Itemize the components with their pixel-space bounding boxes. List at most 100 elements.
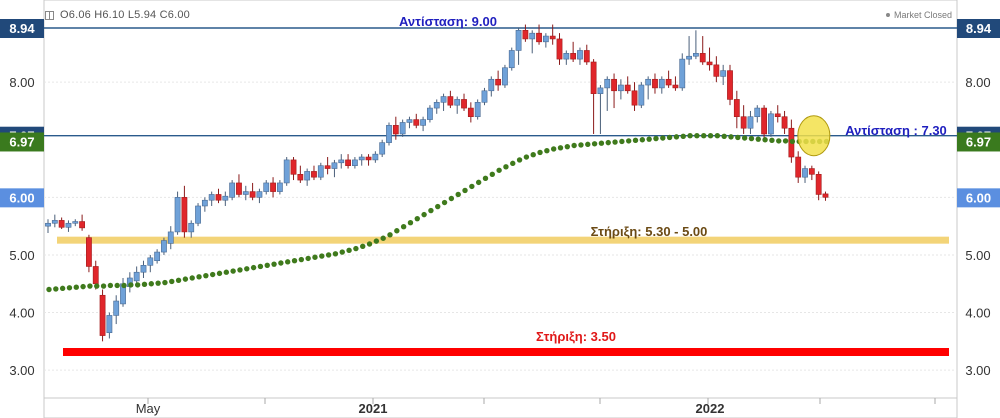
candle: [672, 76, 679, 91]
candle: [338, 154, 345, 169]
candle-body: [570, 53, 577, 60]
ma-point: [162, 279, 168, 286]
ma-point: [394, 228, 400, 234]
ma-point: [421, 211, 427, 218]
candle: [365, 154, 372, 166]
candle: [304, 168, 311, 186]
candle: [222, 191, 229, 206]
candle-body: [488, 78, 495, 92]
support-strong-band: [63, 348, 949, 356]
candle-body: [515, 30, 522, 51]
candle-body: [754, 107, 761, 118]
candle: [808, 165, 815, 181]
candle-body: [236, 182, 242, 195]
candle: [201, 197, 208, 212]
candle-body: [399, 122, 406, 135]
candle-body: [386, 125, 392, 143]
candle-body: [781, 116, 788, 129]
price-tag-box: [0, 19, 44, 38]
ma-point: [271, 261, 277, 267]
price-tag: 6.00: [957, 188, 1000, 208]
candle: [229, 180, 236, 201]
ma-point: [373, 238, 380, 244]
candle: [447, 90, 454, 109]
candle: [815, 171, 822, 201]
x-tick-label: May: [136, 401, 161, 416]
candle: [167, 226, 174, 250]
ma-point: [776, 138, 782, 144]
ma-point: [305, 255, 311, 262]
ma-point: [789, 138, 796, 145]
candle-body: [372, 153, 379, 161]
candle: [502, 64, 508, 88]
candle-body: [338, 159, 345, 164]
ma-point: [346, 247, 352, 254]
candle: [215, 188, 222, 204]
candle-body: [679, 58, 686, 89]
candle: [679, 53, 686, 91]
ma-point: [516, 157, 523, 163]
price-tag-box: [0, 132, 44, 152]
candle: [713, 56, 720, 83]
candle: [317, 162, 324, 181]
candle: [372, 151, 379, 163]
candle: [515, 27, 522, 65]
ma-point: [496, 167, 502, 173]
ma-point: [66, 285, 73, 291]
x-axis: May 2021 2022: [136, 398, 936, 416]
ma-point: [448, 195, 455, 202]
ma-point: [380, 235, 386, 241]
ma-point: [721, 133, 727, 139]
candle: [570, 41, 577, 62]
ma-point: [489, 171, 495, 178]
candle: [454, 96, 461, 114]
candle-body: [222, 195, 229, 201]
candle: [181, 185, 188, 238]
ma-point: [360, 243, 366, 250]
candle: [583, 44, 590, 65]
candle: [563, 50, 570, 65]
ma-point: [660, 135, 666, 141]
candle-body: [420, 119, 426, 126]
candle: [188, 220, 195, 238]
candle-body: [351, 159, 358, 166]
price-tag: 8.94: [957, 19, 1000, 38]
price-tag: 6.00: [0, 188, 44, 208]
ma-point: [435, 203, 441, 210]
candle: [556, 33, 563, 65]
candle: [386, 122, 392, 146]
candle: [256, 188, 263, 204]
candle: [822, 191, 829, 201]
candle-body: [304, 171, 311, 181]
ma-point: [455, 191, 461, 198]
ma-point: [591, 141, 598, 147]
ma-point: [128, 282, 134, 288]
candle-body: [624, 84, 631, 92]
candle: [645, 76, 652, 100]
candle: [195, 203, 201, 227]
ma-point: [741, 135, 748, 141]
ma-point: [175, 277, 182, 283]
candle-body: [65, 222, 72, 228]
ma-point: [626, 138, 632, 144]
candlestick-icon[interactable]: [45, 10, 54, 20]
candle: [631, 82, 638, 111]
ma-point: [701, 133, 707, 139]
ma-point: [428, 207, 434, 214]
candle-body: [392, 125, 399, 135]
ma-point: [312, 254, 318, 260]
candle-body: [413, 119, 420, 126]
ma-point: [230, 268, 236, 274]
candle-body: [215, 194, 222, 201]
candle: [58, 217, 65, 230]
ma-point: [264, 262, 270, 269]
ma-point: [94, 283, 100, 289]
candle-body: [58, 220, 65, 228]
price-tag-label: 8.94: [966, 21, 992, 36]
candle: [297, 165, 304, 183]
candle-body: [242, 191, 249, 195]
highlight-ellipse: [797, 115, 831, 157]
candle: [242, 185, 249, 201]
candle: [420, 116, 426, 132]
ma-point: [298, 256, 305, 263]
